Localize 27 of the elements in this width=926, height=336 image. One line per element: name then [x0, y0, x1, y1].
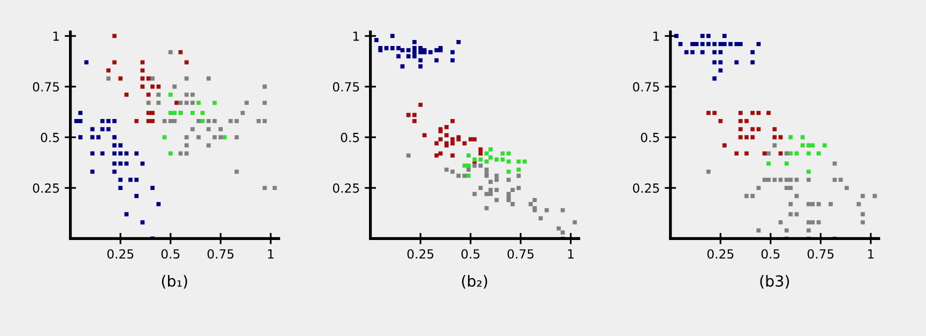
x-axis-title: (b3): [760, 274, 789, 289]
y-tick-label: 0.5: [340, 132, 359, 142]
x-tick-label: 0.75: [208, 249, 234, 259]
y-tick-label: 0.5: [40, 132, 59, 142]
x-tick-label: 0.75: [508, 249, 534, 259]
x-tick-label: 0.75: [808, 249, 834, 259]
y-tick-label: 0.25: [633, 183, 659, 193]
y-tick-label: 0.25: [332, 183, 359, 193]
y-tick-label: 0.75: [32, 82, 59, 92]
x-tick-label: 0.25: [407, 249, 434, 259]
y-tick-label: 1: [353, 32, 359, 41]
y-tick-label: 0.75: [332, 82, 359, 92]
y-tick-label: 0.75: [633, 82, 659, 92]
y-tick-label: 1: [53, 32, 59, 41]
x-tick-label: 0.25: [707, 249, 734, 259]
x-tick-label: 0.5: [161, 249, 180, 259]
x-tick-label: 1: [868, 249, 874, 258]
x-tick-label: 0.5: [761, 249, 780, 259]
x-axis-title: (b₂): [462, 274, 488, 289]
x-axis-title: (b₁): [162, 274, 188, 289]
y-tick-label: 0.5: [640, 132, 659, 142]
x-tick-label: 0.25: [107, 249, 134, 259]
x-tick-label: 1: [268, 249, 274, 258]
y-tick-label: 0.25: [32, 183, 59, 193]
y-tick-label: 1: [653, 32, 659, 41]
x-tick-label: 0.5: [461, 249, 480, 259]
x-tick-label: 1: [568, 249, 574, 258]
